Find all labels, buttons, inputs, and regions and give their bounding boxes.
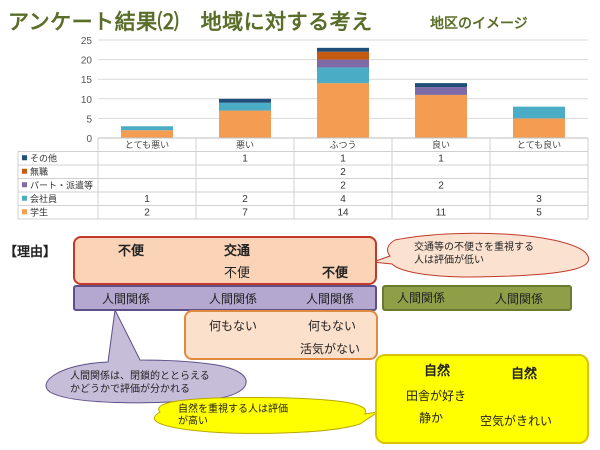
y-tick-label: 10 [81,95,93,106]
table-value: 2 [144,208,150,219]
table-value: 7 [242,208,248,219]
y-tick-label: 25 [81,36,93,47]
table-value: 14 [337,208,349,219]
bar-segment [317,47,369,52]
purple-item-3: 人間関係 [306,292,355,306]
orange-kakki: 活気がない [300,342,361,356]
green-item-1: 人間関係 [397,291,446,305]
legend-label: その他 [30,153,57,165]
reason-box-inconvenience [73,236,377,285]
table-value: 3 [536,194,542,205]
y-tick-label: 20 [81,56,93,67]
yellow-kuki: 空気がきれい [480,414,553,428]
table-value: 2 [340,167,346,178]
table-value: 2 [340,181,346,192]
yellow-inaka: 田舎が好き [406,389,467,403]
green-item-2: 人間関係 [495,292,544,306]
bar-segment [415,94,467,138]
reason-fuben2-label: 不便 [224,266,251,281]
orange-nanimo-2: 何もない [308,319,357,333]
bar-segment [121,126,173,131]
page-subtitle: 地区のイメージ [430,16,528,32]
page-title: アンケート結果⑵ 地域に対する考え [8,10,373,34]
red-callout-text: 交通等の不便さを重視する 人は評価が低い [414,242,534,266]
y-tick-label: 5 [86,114,92,125]
yellow-callout-text: 自然を重視する人は評価 が高い [178,404,288,427]
legend-swatch [22,182,27,188]
y-tick-label: 0 [86,134,92,145]
bar-segment [513,106,565,119]
purple-callout-text: 人間関係は、閉鎖的ととらえる かどうかで評価が分かれる [70,371,210,395]
bar-segment [219,98,271,103]
reason-fuben3-label: 不便 [322,266,349,281]
table-value: 2 [438,181,444,192]
x-category-label: 悪い [236,140,254,151]
legend-label: 無職 [30,166,48,178]
bar-segment [219,102,271,111]
reason-kotsu-label: 交通 [224,244,251,259]
x-category-label: とても良い [517,139,561,151]
orange-nanimo-1: 何もない [209,319,258,333]
table-value: 1 [242,154,248,165]
x-category-label: とても悪い [125,140,169,151]
table-value: 1 [438,154,444,165]
purple-item-2: 人間関係 [209,292,258,306]
legend-swatch [22,168,27,174]
bar-segment [219,110,271,138]
reason-box-nature [375,354,589,444]
table-value: 1 [144,194,150,205]
purple-item-1: 人間関係 [102,292,151,306]
x-category-label: ふつう [329,140,356,151]
bar-segment [415,83,467,88]
bar-segment [317,67,369,84]
table-value: 5 [536,208,542,219]
legend-label: 学生 [30,207,48,219]
bar-segment [513,118,565,138]
legend-swatch [22,155,27,161]
yellow-shizen-1: 自然 [424,364,451,379]
reason-fuben-label: 不便 [118,244,145,259]
legend-label: パート・派遣等 [30,180,93,192]
table-value: 4 [340,194,346,205]
table-value: 11 [436,208,447,219]
y-tick-label: 15 [81,75,93,86]
reason-heading: 【理由】 [4,245,57,260]
legend-swatch [22,209,27,215]
reason-box-relationships-good [382,285,572,311]
yellow-shizuka: 静か [419,411,444,425]
yellow-callout-bubble [154,397,379,434]
legend-swatch [22,195,27,201]
reason-box-nothing [184,310,378,360]
yellow-shizen-2: 自然 [511,367,538,382]
legend-label: 会社員 [30,193,57,205]
bar-segment [317,51,369,60]
table-value: 1 [340,154,346,165]
table-value: 2 [242,194,248,205]
bar-segment [317,59,369,68]
bar-segment [121,130,173,138]
bar-segment [317,83,369,138]
x-category-label: 良い [432,139,450,151]
red-callout-bubble [372,232,590,278]
bar-segment [415,87,467,95]
